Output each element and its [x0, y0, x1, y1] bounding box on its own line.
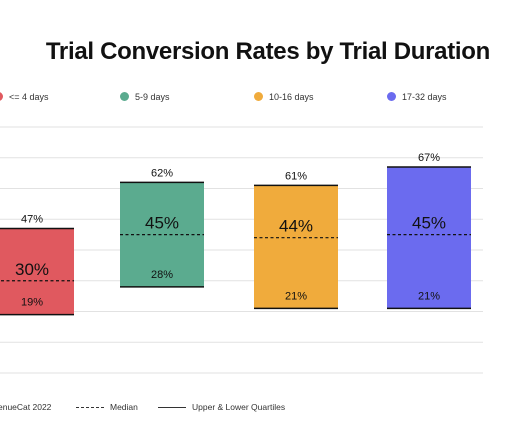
legend-label: 5-9 days	[135, 92, 170, 102]
legend-label: 17-32 days	[402, 92, 447, 102]
bar	[0, 228, 74, 315]
legend-dot-icon	[120, 92, 129, 101]
legend-dot-icon	[0, 92, 3, 101]
legend-label: <= 4 days	[9, 92, 49, 102]
median-label: 45%	[412, 214, 446, 233]
median-label: 44%	[279, 217, 313, 236]
median-label: Median	[110, 402, 138, 412]
lower-quartile-label: 28%	[151, 269, 173, 281]
legend-dot-icon	[387, 92, 396, 101]
bar	[254, 185, 338, 309]
legend-item-10-16-days: 10-16 days	[254, 92, 314, 102]
median-label: 45%	[145, 214, 179, 233]
upper-quartile-label: 61%	[285, 170, 307, 182]
upper-quartile-label: 67%	[418, 152, 440, 164]
solid-line-icon	[158, 407, 186, 408]
dashed-line-icon	[76, 407, 104, 408]
legend-median: Median	[76, 402, 138, 412]
legend-quartiles: Upper & Lower Quartiles	[158, 402, 285, 412]
lower-quartile-label: 19%	[21, 297, 43, 309]
legend-item-17-32-days: 17-32 days	[387, 92, 447, 102]
lower-quartile-label: 21%	[418, 290, 440, 302]
legend-dot-icon	[254, 92, 263, 101]
upper-quartile-label: 47%	[21, 213, 43, 225]
legend-item-5-9-days: 5-9 days	[120, 92, 170, 102]
legend-label: 10-16 days	[269, 92, 314, 102]
upper-quartile-label: 62%	[151, 167, 173, 179]
source-credit: enueCat 2022	[0, 402, 52, 412]
lower-quartile-label: 21%	[285, 290, 307, 302]
chart-title: Trial Conversion Rates by Trial Duration	[45, 38, 490, 65]
bar	[387, 166, 471, 309]
legend-item-4-days: <= 4 days	[0, 92, 49, 102]
quartile-label: Upper & Lower Quartiles	[192, 402, 286, 412]
median-label: 30%	[15, 260, 49, 279]
